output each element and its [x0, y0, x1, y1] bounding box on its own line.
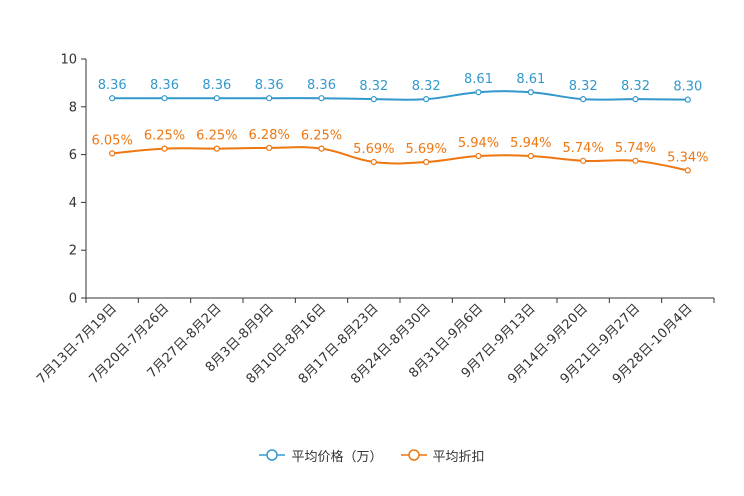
legend-label-avg-discount: 平均折扣: [432, 449, 485, 465]
data-point: [527, 152, 534, 160]
data-point: [370, 158, 377, 166]
data-label: 5.74%: [615, 141, 656, 156]
y-axis: 0 2 4 6 8 10: [60, 53, 87, 307]
data-label: 6.28%: [249, 128, 290, 143]
series-area: 8.36 8.36 8.36 8.36 8.36 8.32 8.32 8.61 8.61 8.32…: [92, 72, 708, 174]
data-label: 8.36: [255, 78, 284, 93]
data-label: 5.74%: [563, 141, 604, 156]
series-line: [112, 146, 689, 172]
data-point: [580, 157, 587, 164]
data-point: [684, 96, 691, 103]
data-point: [161, 95, 168, 102]
data-point: [161, 145, 168, 152]
data-point: [527, 89, 534, 96]
legend: 平均价格（万） 平均折扣: [0, 443, 744, 467]
data-label: 8.61: [464, 72, 493, 87]
data-point: [632, 157, 639, 164]
data-label: 8.36: [98, 78, 127, 93]
data-label: 8.32: [569, 79, 598, 94]
data-label: 8.36: [202, 78, 231, 93]
legend-label-avg-price: 平均价格（万）: [291, 449, 383, 465]
data-label: 5.69%: [353, 142, 394, 157]
data-label: 6.25%: [144, 129, 185, 144]
data-point: [370, 96, 377, 103]
data-label: 5.94%: [458, 136, 499, 151]
data-label: 8.61: [516, 72, 545, 87]
data-point: [213, 145, 220, 152]
y-tick-label: 8: [69, 100, 77, 115]
data-label: 8.32: [621, 79, 650, 94]
y-tick-label: 0: [69, 292, 77, 307]
data-label: 6.25%: [301, 129, 342, 144]
data-point: [266, 95, 273, 102]
data-point: [423, 96, 430, 103]
data-label: 6.05%: [92, 133, 133, 148]
data-point: [423, 158, 430, 166]
legend-line-marker-icon: [400, 449, 427, 461]
y-tick-label: 4: [69, 196, 77, 211]
data-label: 6.25%: [196, 129, 237, 144]
data-label: 5.69%: [406, 142, 447, 157]
data-label: 5.94%: [510, 136, 551, 151]
data-point: [266, 144, 273, 152]
data-point: [580, 96, 587, 103]
data-point: [475, 89, 482, 96]
data-point: [213, 95, 220, 102]
data-point: [109, 95, 116, 102]
data-point: [684, 167, 691, 174]
data-label: 8.36: [150, 78, 179, 93]
data-point: [632, 96, 639, 103]
x-axis: 7月13日-7月19日7月20日-7月26日7月27日-8月2日8月3日-8月9…: [34, 297, 715, 387]
data-label: 5.34%: [667, 150, 708, 165]
data-label: 8.36: [307, 78, 336, 93]
data-point: [475, 152, 482, 160]
data-label: 8.30: [673, 80, 702, 95]
data-point: [109, 150, 116, 157]
y-tick-label: 6: [69, 148, 77, 163]
legend-line-marker-icon: [259, 449, 286, 461]
data-label: 8.32: [359, 79, 388, 94]
data-point: [318, 95, 325, 102]
y-tick-label: 2: [69, 244, 77, 259]
data-point: [318, 145, 325, 152]
series-line: [112, 90, 688, 101]
data-label: 8.32: [412, 79, 441, 94]
legend-item-avg-price[interactable]: 平均价格（万）: [259, 446, 383, 465]
y-tick-label: 10: [60, 53, 77, 68]
legend-item-avg-discount[interactable]: 平均折扣: [400, 446, 485, 465]
